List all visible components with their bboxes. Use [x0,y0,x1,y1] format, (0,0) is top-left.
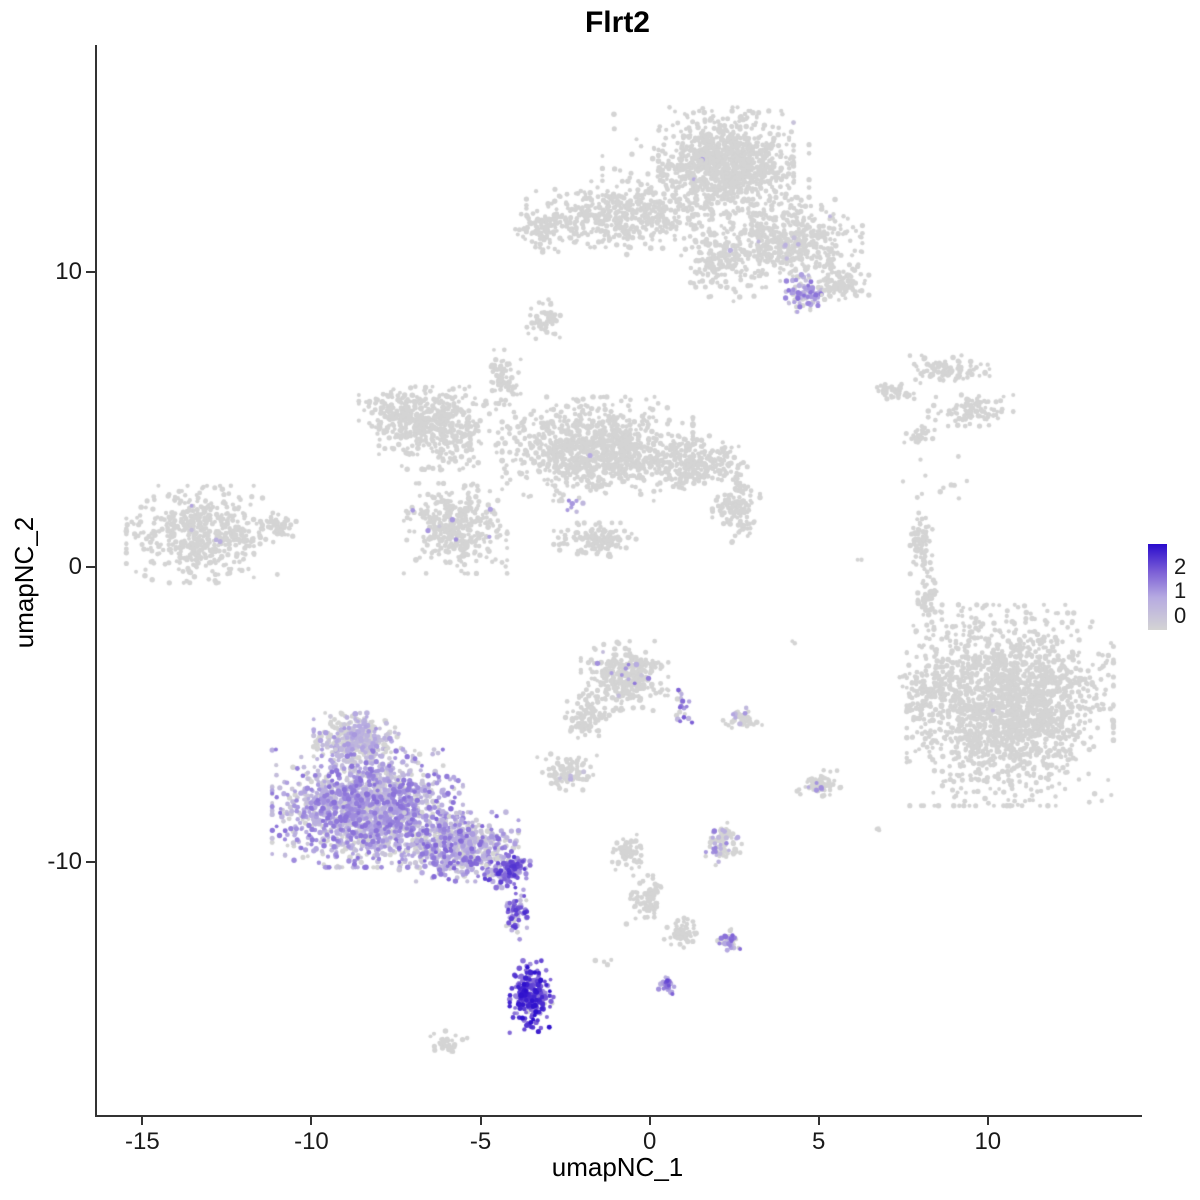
x-tick-mark [817,1116,820,1125]
x-tick-mark [986,1116,989,1125]
y-tick-mark [86,270,95,273]
x-tick-mark [141,1116,144,1125]
x-tick-mark [479,1116,482,1125]
x-tick-mark [648,1116,651,1125]
x-tick-label: 10 [974,1128,1002,1155]
colorbar-tick-label: 2 [1174,553,1187,579]
y-tick-label: -10 [47,847,82,875]
colorbar-tick-label: 0 [1174,603,1187,629]
x-tick-label: -5 [469,1128,492,1155]
y-axis-label: umapNC_2 [9,516,39,649]
expression-colorbar [1148,544,1167,630]
x-tick-label: 0 [642,1128,657,1155]
x-axis-label: umapNC_1 [551,1152,684,1182]
y-tick-label: 10 [55,257,82,285]
plot-panel [95,45,1142,1117]
x-tick-label: 5 [812,1128,826,1155]
scatter-canvas [97,45,1142,1115]
y-tick-mark [86,860,95,863]
x-tick-mark [310,1116,313,1125]
x-tick-label: -10 [294,1128,329,1155]
plot-title: Flrt2 [584,6,650,39]
y-tick-label: 0 [68,552,82,580]
y-tick-mark [86,565,95,568]
x-tick-label: -15 [125,1128,160,1155]
colorbar-tick-label: 1 [1174,578,1187,604]
